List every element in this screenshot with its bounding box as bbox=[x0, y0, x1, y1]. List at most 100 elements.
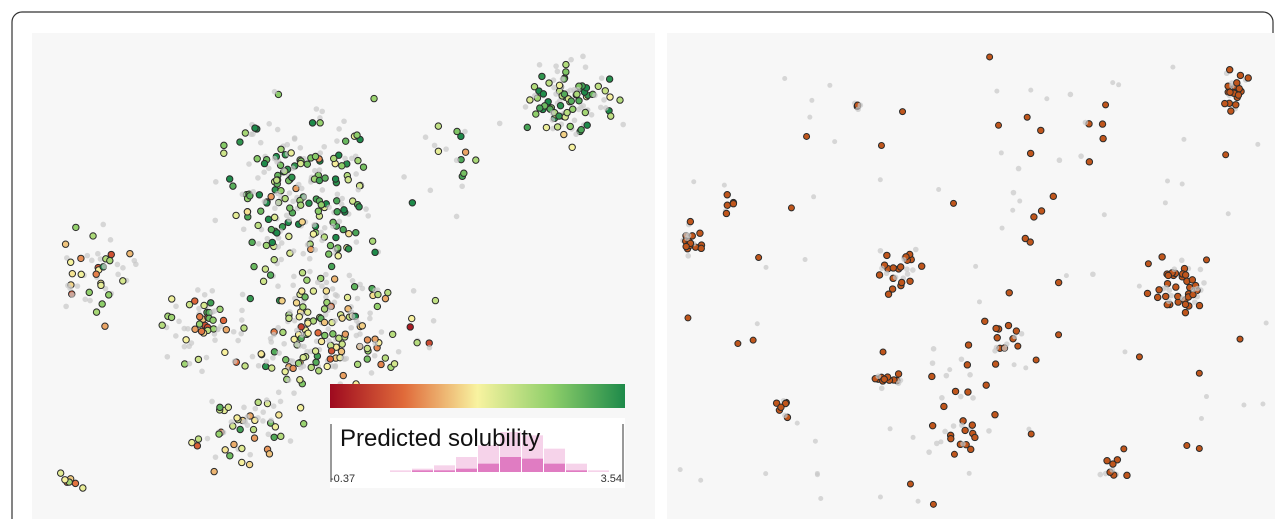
point bbox=[995, 121, 1003, 129]
point-faded bbox=[367, 315, 373, 322]
point bbox=[723, 201, 732, 209]
point bbox=[85, 288, 93, 297]
point bbox=[377, 360, 385, 369]
point bbox=[575, 97, 583, 105]
point bbox=[89, 232, 97, 240]
point-faded bbox=[270, 403, 277, 409]
point bbox=[880, 375, 888, 383]
point-faded bbox=[947, 367, 953, 373]
point-faded bbox=[1163, 284, 1169, 291]
point-faded bbox=[338, 201, 345, 208]
point-faded bbox=[1067, 91, 1074, 98]
point bbox=[167, 313, 176, 322]
point bbox=[259, 277, 268, 286]
point-faded bbox=[1263, 320, 1269, 326]
point-faded bbox=[97, 256, 104, 262]
point-faded bbox=[314, 279, 321, 286]
point bbox=[384, 288, 392, 297]
point bbox=[729, 200, 738, 208]
point-faded bbox=[115, 271, 121, 278]
point bbox=[350, 283, 359, 291]
hist-bar-selected bbox=[434, 470, 455, 472]
point bbox=[605, 75, 614, 83]
point bbox=[1172, 283, 1180, 291]
point-faded bbox=[244, 414, 251, 420]
point-faded bbox=[998, 150, 1004, 156]
point bbox=[363, 355, 371, 363]
point-faded bbox=[549, 110, 556, 116]
point-faded bbox=[255, 175, 261, 181]
point-faded bbox=[212, 217, 219, 224]
point-faded bbox=[1165, 178, 1171, 184]
point bbox=[355, 203, 363, 211]
point-faded bbox=[1260, 401, 1266, 407]
point-faded bbox=[241, 404, 247, 411]
point-faded bbox=[910, 267, 916, 273]
point bbox=[241, 129, 250, 137]
hist-bar-all bbox=[390, 470, 411, 472]
point bbox=[98, 300, 106, 308]
point-faded bbox=[322, 311, 329, 318]
point bbox=[326, 241, 335, 250]
point bbox=[373, 302, 382, 311]
histogram-box bbox=[330, 418, 625, 488]
point-faded bbox=[261, 169, 267, 175]
point-faded bbox=[341, 118, 347, 125]
point-faded bbox=[1015, 165, 1022, 172]
point-faded bbox=[580, 103, 587, 109]
point-faded bbox=[904, 271, 911, 277]
hist-bar-selected bbox=[478, 463, 499, 472]
point-faded bbox=[1166, 298, 1172, 305]
point bbox=[333, 197, 341, 205]
point bbox=[594, 82, 603, 90]
point-faded bbox=[204, 435, 211, 442]
point-faded bbox=[1003, 341, 1010, 347]
point bbox=[338, 314, 346, 322]
point-faded bbox=[967, 372, 973, 378]
point bbox=[562, 68, 570, 76]
point-faded bbox=[378, 329, 385, 335]
hist-bar-selected bbox=[544, 463, 565, 472]
point-faded bbox=[101, 263, 108, 270]
point-faded bbox=[1018, 330, 1025, 337]
point-faded bbox=[598, 75, 605, 81]
point bbox=[1021, 234, 1030, 243]
point-faded bbox=[1012, 334, 1018, 340]
point-faded bbox=[915, 498, 921, 504]
point-faded bbox=[263, 358, 270, 365]
point-faded bbox=[807, 114, 813, 120]
point bbox=[281, 194, 289, 203]
point-faded bbox=[275, 389, 282, 396]
point bbox=[331, 175, 340, 183]
point-faded bbox=[401, 174, 407, 180]
point bbox=[338, 162, 346, 170]
hist-bar-selected bbox=[522, 458, 543, 472]
point bbox=[453, 127, 461, 136]
point bbox=[567, 97, 575, 105]
point bbox=[1221, 99, 1229, 108]
point-faded bbox=[276, 350, 282, 356]
point-faded bbox=[348, 324, 355, 331]
point bbox=[308, 119, 317, 127]
point-faded bbox=[285, 377, 292, 384]
point bbox=[894, 370, 903, 378]
point-faded bbox=[326, 337, 332, 344]
point-faded bbox=[332, 317, 338, 324]
point bbox=[105, 291, 113, 299]
point bbox=[240, 324, 248, 332]
point-faded bbox=[294, 327, 300, 334]
point-faded bbox=[348, 309, 355, 315]
point bbox=[530, 83, 539, 91]
point bbox=[230, 440, 238, 449]
point bbox=[1236, 71, 1245, 80]
point-faded bbox=[827, 82, 833, 88]
point-faded bbox=[929, 360, 936, 366]
point bbox=[267, 192, 275, 201]
point bbox=[390, 360, 399, 368]
point-faded bbox=[238, 330, 245, 337]
point bbox=[221, 446, 229, 454]
hist-bar-selected bbox=[412, 470, 433, 472]
point-faded bbox=[1110, 80, 1116, 86]
point bbox=[358, 322, 366, 330]
